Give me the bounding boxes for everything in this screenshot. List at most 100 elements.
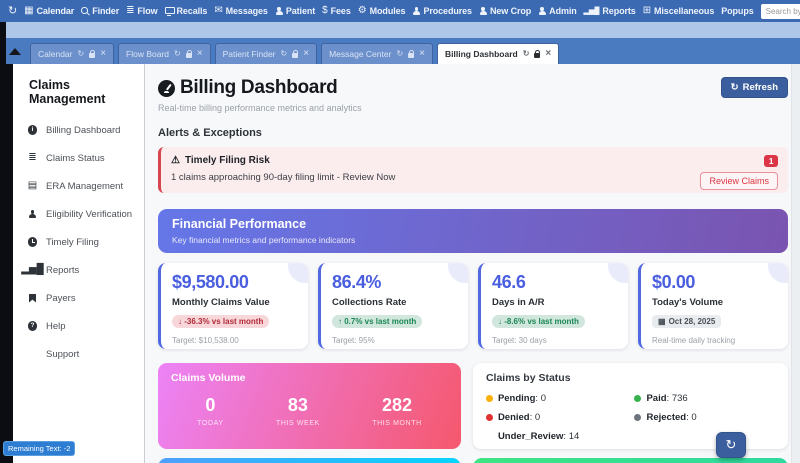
scrollbar[interactable] [791, 64, 800, 463]
tab-refresh-icon[interactable]: ↻ [281, 50, 288, 58]
tab-close-icon[interactable]: × [100, 49, 106, 59]
calendar-icon: ▦ [658, 317, 666, 326]
tab-patient-finder[interactable]: Patient Finder ↻ × [215, 43, 317, 64]
tab-close-icon[interactable]: × [419, 49, 425, 59]
metric-label: Monthly Claims Value [172, 297, 297, 308]
person-icon [479, 7, 487, 15]
sidebar-title: Claims Management [13, 64, 144, 116]
tab-label: Calendar [38, 49, 73, 59]
nav-label: New Crop [490, 6, 531, 16]
tab-flow-board[interactable]: Flow Board ↻ × [118, 43, 211, 64]
nav-messages[interactable]: ✉ Messages [214, 6, 268, 16]
partial-card-blue [158, 458, 461, 463]
chart-icon: ▂▅█ [584, 8, 600, 15]
metric-label: Today's Volume [652, 297, 777, 308]
person-icon [412, 7, 420, 15]
status-row-denied: Denied: 0 [486, 412, 627, 423]
search-icon [81, 7, 89, 15]
navbar-right [761, 3, 800, 19]
tab-refresh-icon[interactable]: ↻ [523, 50, 530, 58]
tab-refresh-icon[interactable]: ↻ [78, 50, 85, 58]
tab-lock-icon[interactable] [89, 53, 95, 58]
status-row-under-review: Under_Review: 14 [486, 431, 627, 442]
nav-patient[interactable]: Patient [275, 6, 315, 16]
tab-refresh-icon[interactable]: ↻ [396, 50, 403, 58]
tab-lock-icon[interactable] [186, 53, 192, 58]
help-icon [28, 321, 38, 331]
tab-close-icon[interactable]: × [303, 49, 309, 59]
tabs-collapse-toggle[interactable] [9, 48, 21, 55]
sync-icon[interactable]: ↻ [8, 6, 17, 17]
sidebar-item-support[interactable]: Support [13, 340, 144, 368]
sidebar-item-timely-filing[interactable]: Timely Filing [13, 228, 144, 256]
nav-reports[interactable]: ▂▅█Reports [584, 6, 636, 16]
volume-stat-today: 0 TODAY [197, 395, 223, 427]
alert-title: Timely Filing Risk [185, 155, 270, 166]
refresh-button[interactable]: ↻ Refresh [721, 77, 788, 98]
person-icon [538, 7, 546, 15]
metric-label: Collections Rate [332, 297, 457, 308]
sidebar-item-eligibility-verification[interactable]: Eligibility Verification [13, 200, 144, 228]
status-row-paid: Paid: 736 [634, 393, 775, 404]
refresh-icon: ↻ [726, 437, 737, 453]
metric-value: $0.00 [652, 272, 777, 293]
nav-miscellaneous[interactable]: ⊞Miscellaneous [643, 6, 715, 16]
review-claims-button[interactable]: Review Claims [700, 172, 778, 190]
status-dot [486, 395, 493, 402]
metric-target: Target: 30 days [492, 336, 617, 345]
metric-card-todays-volume: $0.00 Today's Volume ▦Oct 28, 2025 Real-… [638, 263, 788, 349]
content-area: Claims Management Billing Dashboard ≣Cla… [13, 64, 800, 463]
nav-label: Messages [226, 6, 268, 16]
tab-label: Patient Finder [223, 49, 276, 59]
main-panel: Billing Dashboard Real-time billing perf… [145, 64, 800, 463]
search-input[interactable] [761, 4, 800, 19]
sidebar-item-claims-status[interactable]: ≣Claims Status [13, 144, 144, 172]
metric-card-monthly-claims: $9,580.00 Monthly Claims Value ↓ -36.3% … [158, 263, 308, 349]
tab-billing-dashboard[interactable]: Billing Dashboard ↻ × [437, 43, 559, 64]
sidebar-item-billing-dashboard[interactable]: Billing Dashboard [13, 116, 144, 144]
tab-calendar[interactable]: Calendar ↻ × [30, 43, 114, 64]
status-row-rejected: Rejected: 0 [634, 412, 775, 423]
status-row-pending: Pending: 0 [486, 393, 627, 404]
tab-lock-icon[interactable] [534, 53, 540, 58]
nav-calendar[interactable]: ▦Calendar [24, 6, 74, 16]
tab-close-icon[interactable]: × [545, 49, 551, 59]
nav-modules[interactable]: ⚙Modules [358, 6, 406, 16]
sidebar-item-help[interactable]: Help [13, 312, 144, 340]
warning-icon: ⚠ [171, 155, 180, 166]
nav-new-crop[interactable]: New Crop [479, 6, 531, 16]
nav-fees[interactable]: $Fees [322, 6, 351, 16]
calendar-icon: ▦ [24, 6, 33, 16]
tab-bar: Calendar ↻ × Flow Board ↻ × Patient Find… [6, 38, 800, 64]
tab-label: Flow Board [126, 49, 169, 59]
sidebar-item-payers[interactable]: Payers [13, 284, 144, 312]
gear-icon: ⚙ [358, 6, 367, 16]
tab-refresh-icon[interactable]: ↻ [174, 50, 181, 58]
tachometer-icon [158, 80, 175, 97]
tab-lock-icon[interactable] [408, 53, 414, 58]
envelope-icon: ✉ [214, 6, 222, 16]
tab-close-icon[interactable]: × [197, 49, 203, 59]
status-dot [634, 395, 641, 402]
nav-admin[interactable]: Admin [538, 6, 577, 16]
metric-value: 46.6 [492, 272, 617, 293]
tab-message-center[interactable]: Message Center ↻ × [321, 43, 433, 64]
nav-procedures[interactable]: Procedures [412, 6, 472, 16]
refresh-fab[interactable]: ↻ [716, 432, 746, 458]
alerts-heading: Alerts & Exceptions [158, 127, 788, 139]
page-title: Billing Dashboard [180, 77, 337, 99]
info-icon [28, 125, 38, 135]
nav-popups[interactable]: Popups [721, 6, 753, 16]
metric-label: Days in A/R [492, 297, 617, 308]
nav-recalls[interactable]: Recalls [165, 6, 208, 16]
nav-finder[interactable]: Finder [81, 6, 119, 16]
tab-lock-icon[interactable] [292, 53, 298, 58]
metric-target: Target: 95% [332, 336, 457, 345]
nav-flow[interactable]: ≣Flow [126, 6, 157, 16]
sidebar-item-era-management[interactable]: ▤ERA Management [13, 172, 144, 200]
alert-count-badge: 1 [764, 155, 778, 167]
sidebar-item-reports[interactable]: ▂▅█Reports [13, 256, 144, 284]
banner-subtitle: Key financial metrics and performance in… [172, 235, 774, 245]
chart-icon: ▂▅█ [27, 265, 38, 275]
metric-target: Target: $10,538.00 [172, 336, 297, 345]
